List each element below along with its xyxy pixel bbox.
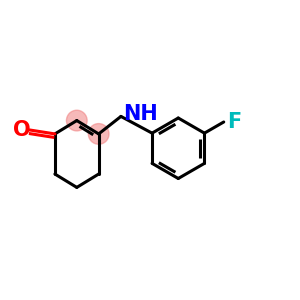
Text: O: O xyxy=(13,120,30,140)
Text: NH: NH xyxy=(123,104,158,124)
Circle shape xyxy=(88,124,109,144)
Circle shape xyxy=(66,110,87,131)
Text: F: F xyxy=(227,112,241,132)
